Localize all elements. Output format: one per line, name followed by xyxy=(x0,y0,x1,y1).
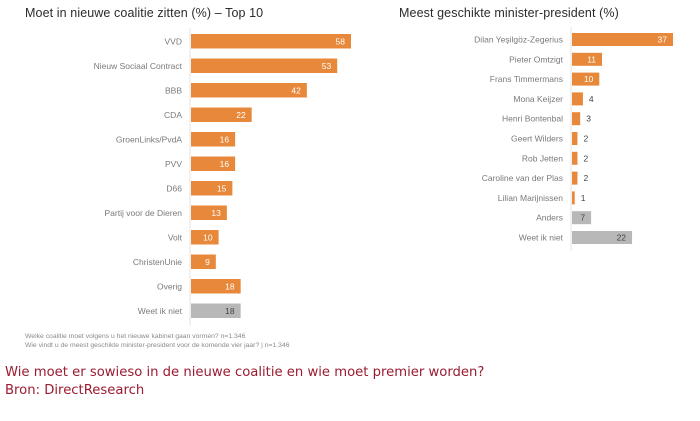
caption-question: Wie moet er sowieso in de nieuwe coaliti… xyxy=(5,365,485,380)
coalition-bar xyxy=(191,58,338,73)
chart-title-premier: Meest geschikte minister-president (%) xyxy=(399,6,619,20)
coalition-category-label: Overig xyxy=(157,281,182,291)
premier-bar xyxy=(572,72,600,86)
survey-note-coalition: Welke coalitie moet volgens u het nieuwe… xyxy=(25,333,246,340)
premier-category-label: Weet ik niet xyxy=(519,233,564,243)
premier-bar xyxy=(572,92,583,106)
coalition-value-label: 10 xyxy=(203,232,213,242)
premier-category-label: Frans Timmermans xyxy=(490,74,563,84)
premier-bar xyxy=(572,132,578,145)
coalition-bar xyxy=(191,254,216,269)
premier-value-label: 2 xyxy=(583,134,588,144)
coalition-category-label: Volt xyxy=(168,232,183,242)
coalition-category-label: CDA xyxy=(164,110,182,120)
coalition-value-label: 13 xyxy=(211,208,221,218)
coalition-value-label: 9 xyxy=(205,257,210,267)
premier-category-label: Dilan Yeşilgöz-Zegerius xyxy=(474,35,563,45)
coalition-value-label: 42 xyxy=(291,85,301,95)
coalition-category-label: ChristenUnie xyxy=(133,257,182,267)
caption-source: Bron: DirectResearch xyxy=(5,383,145,398)
premier-bar xyxy=(572,52,603,66)
premier-value-label: 1 xyxy=(581,193,586,203)
premier-value-label: 7 xyxy=(580,213,585,223)
survey-note-premier: Wie vindt u de meest geschikte minister-… xyxy=(25,341,290,349)
premier-value-label: 37 xyxy=(658,35,668,45)
coalition-category-label: Nieuw Sociaal Contract xyxy=(94,61,183,71)
premier-category-label: Pieter Omtzigt xyxy=(509,54,563,64)
premier-bar xyxy=(572,231,633,244)
coalition-bar xyxy=(191,34,351,49)
premier-bar xyxy=(572,33,673,46)
coalition-category-label: PVV xyxy=(165,159,182,169)
coalition-bar xyxy=(191,132,236,147)
coalition-bar xyxy=(191,230,219,245)
premier-category-label: Mona Keijzer xyxy=(513,94,563,104)
premier-bar xyxy=(572,211,592,225)
premier-value-label: 2 xyxy=(583,173,588,183)
premier-category-label: Rob Jetten xyxy=(522,153,563,163)
survey-notes: Welke coalitie moet volgens u het nieuwe… xyxy=(25,333,290,350)
coalition-bar xyxy=(191,156,236,171)
premier-value-label: 10 xyxy=(584,74,594,84)
coalition-value-label: 18 xyxy=(225,281,235,291)
coalition-bar xyxy=(191,303,241,318)
premier-category-label: Caroline van der Plas xyxy=(482,173,563,183)
coalition-value-label: 15 xyxy=(217,183,227,193)
premier-bar xyxy=(572,191,575,205)
coalition-category-label: VVD xyxy=(165,36,182,46)
coalition-category-label: Partij voor de Dieren xyxy=(105,208,183,218)
coalition-category-label: D66 xyxy=(166,183,182,193)
premier-bar xyxy=(572,151,578,165)
coalition-value-label: 53 xyxy=(322,61,332,71)
premier-bar xyxy=(572,171,578,185)
coalition-bar xyxy=(191,205,227,220)
coalition-value-label: 18 xyxy=(225,306,235,316)
coalition-value-label: 16 xyxy=(220,134,230,144)
premier-category-label: Geert Wilders xyxy=(511,134,563,144)
premier-value-label: 11 xyxy=(587,54,596,64)
coalition-category-label: GroenLinks/PvdA xyxy=(116,134,182,144)
premier-value-label: 3 xyxy=(586,114,591,124)
chart-title-coalition: Moet in nieuwe coalitie zitten (%) – Top… xyxy=(25,6,264,20)
coalition-bar xyxy=(191,107,252,122)
coalition-bar xyxy=(191,181,233,196)
coalition-category-label: Weet ik niet xyxy=(138,306,183,316)
premier-value-label: 2 xyxy=(583,153,588,163)
caption: Wie moet er sowieso in de nieuwe coaliti… xyxy=(5,364,484,400)
coalition-value-label: 22 xyxy=(236,110,246,120)
coalition-category-label: BBB xyxy=(165,85,182,95)
premier-value-label: 4 xyxy=(589,94,594,104)
coalition-bar xyxy=(191,279,241,294)
premier-category-label: Lilian Marijnissen xyxy=(498,193,563,203)
premier-value-label: 22 xyxy=(617,233,627,243)
premier-bar xyxy=(572,112,581,126)
coalition-value-label: 16 xyxy=(220,159,230,169)
premier-category-label: Anders xyxy=(536,213,563,223)
coalition-bar xyxy=(191,83,307,98)
premier-category-label: Henri Bontenbal xyxy=(502,114,563,124)
coalition-value-label: 58 xyxy=(336,36,346,46)
